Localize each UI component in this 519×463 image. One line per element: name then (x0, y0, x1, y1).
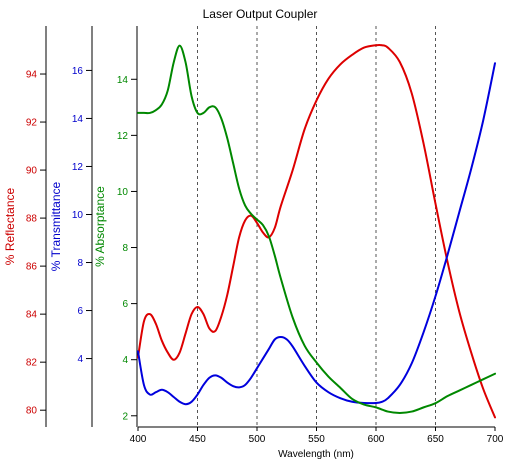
y-tick-label-reflectance: 86 (26, 262, 38, 273)
y-tick-label-absorptance: 4 (122, 355, 128, 366)
y-tick-label-reflectance: 80 (26, 406, 38, 417)
y-axis-label-reflectance: % Reflectance (3, 187, 17, 265)
x-tick-label: 450 (189, 434, 206, 445)
y-tick-label-reflectance: 92 (26, 118, 38, 129)
y-tick-label-reflectance: 82 (26, 358, 38, 369)
y-tick-label-transmittance: 14 (72, 114, 84, 125)
y-tick-label-absorptance: 2 (122, 411, 128, 422)
y-tick-label-transmittance: 8 (77, 258, 83, 269)
series-line-transmittance (137, 62, 496, 406)
y-tick-label-reflectance: 88 (26, 214, 38, 225)
y-tick-label-transmittance: 12 (72, 162, 84, 173)
x-tick-label: 700 (487, 434, 504, 445)
x-tick-label: 500 (249, 434, 266, 445)
y-tick-label-reflectance: 94 (26, 70, 38, 81)
series-line-reflectance (137, 43, 496, 419)
y-tick-label-absorptance: 10 (117, 187, 129, 198)
y-axis-label-transmittance: % Transmittance (49, 181, 63, 271)
chart-title: Laser Output Coupler (203, 7, 318, 21)
x-tick-label: 600 (368, 434, 385, 445)
y-tick-label-reflectance: 84 (26, 310, 38, 321)
y-axis-label-absorptance: % Absorptance (93, 186, 107, 267)
y-tick-label-transmittance: 10 (72, 210, 84, 221)
y-tick-label-reflectance: 90 (26, 166, 38, 177)
series-line-absorptance (137, 44, 496, 414)
x-tick-label: 550 (308, 434, 325, 445)
grid (197, 26, 436, 427)
y-tick-label-absorptance: 6 (122, 299, 128, 310)
y-tick-label-absorptance: 8 (122, 243, 128, 254)
x-axis-label: Wavelength (nm) (278, 449, 354, 460)
x-tick-label: 400 (130, 434, 147, 445)
y-tick-label-transmittance: 6 (77, 306, 83, 317)
y-tick-label-absorptance: 12 (117, 131, 129, 142)
y-tick-label-transmittance: 16 (72, 66, 84, 77)
x-tick-label: 650 (427, 434, 444, 445)
series (137, 43, 496, 419)
y-tick-label-absorptance: 14 (117, 75, 129, 86)
y-tick-label-transmittance: 4 (77, 354, 83, 365)
